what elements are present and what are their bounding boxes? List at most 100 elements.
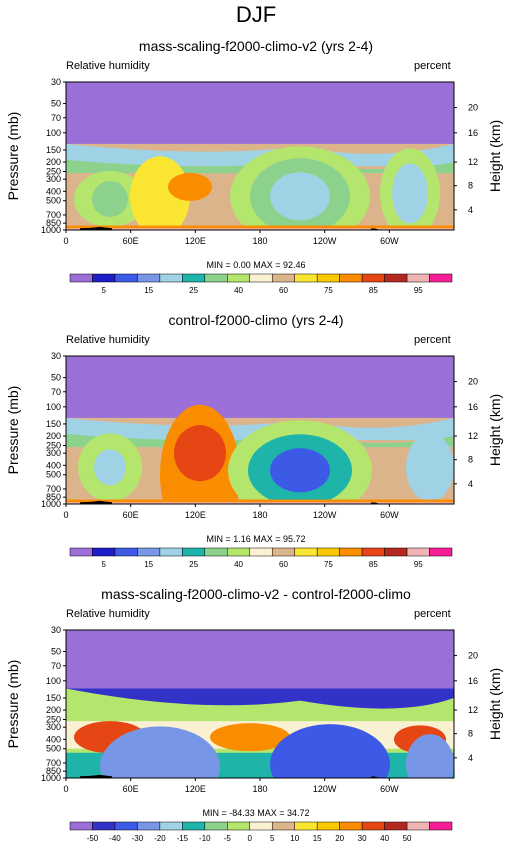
colorbar-swatch — [271, 547, 295, 557]
y-tick-label: 300 — [46, 174, 61, 184]
colorbar-swatch — [429, 821, 453, 831]
colorbar-swatch — [69, 547, 93, 557]
colorbar-swatch — [204, 273, 228, 283]
colorbar-swatch — [406, 821, 430, 831]
colorbar-swatch — [271, 273, 295, 283]
y-tick-label: 400 — [46, 734, 61, 744]
panel-1: mass-scaling-f2000-climo-v2 (yrs 2-4) Rel… — [0, 38, 512, 308]
x-tick-label: 120E — [185, 236, 206, 246]
y-tick-label: 400 — [46, 186, 61, 196]
x-tick-label: 120E — [185, 510, 206, 520]
colorbar-swatch — [69, 821, 93, 831]
colorbar-swatch — [69, 273, 93, 283]
colorbar-label: 5 — [101, 560, 106, 569]
colorbar-swatch — [227, 821, 251, 831]
topography-mask — [80, 500, 112, 504]
colorbar-swatch — [159, 821, 183, 831]
x-tick-label: 0 — [63, 236, 68, 246]
colorbar-swatch — [137, 273, 161, 283]
y-tick-label: 150 — [46, 419, 61, 429]
y-axis-label: Pressure (mb) — [5, 660, 21, 749]
x-tick-label: 60W — [380, 510, 399, 520]
colorbar-swatch — [406, 273, 430, 283]
fill-surface-moist — [66, 228, 454, 230]
fill-upper-strong-negative — [66, 688, 454, 709]
fill-dry-upper — [66, 356, 454, 418]
x-tick-label: 60E — [123, 236, 139, 246]
colorbar-label: 60 — [279, 286, 288, 295]
contour-plot: 3050701001502002503004005007008501000201… — [5, 625, 503, 843]
colorbar-swatch — [114, 547, 138, 557]
panel-title: mass-scaling-f2000-climo-v2 (yrs 2-4) — [138, 38, 374, 54]
fill-boundary-layer — [66, 225, 454, 230]
y-tick-label: 700 — [46, 210, 61, 220]
topography-mask — [80, 774, 112, 778]
colorbar-swatch — [339, 547, 363, 557]
fill-boundary-layer — [66, 499, 454, 504]
y-right-tick-label: 20 — [468, 377, 478, 387]
colorbar-swatch — [114, 273, 138, 283]
contour-plot: 3050701001502002503004005007008501000201… — [5, 77, 503, 295]
y-tick-label: 1000 — [41, 499, 61, 509]
colorbar-label: -50 — [87, 834, 99, 843]
fill-surface-moist — [66, 502, 454, 504]
y-right-tick-label: 4 — [468, 479, 473, 489]
dry-core-central — [270, 172, 330, 221]
colorbar-label: 40 — [380, 834, 389, 843]
colorbar-swatch — [92, 821, 116, 831]
variable-label: Relative humidity — [66, 334, 150, 346]
variable-label: Relative humidity — [66, 608, 150, 620]
y-tick-label: 700 — [46, 758, 61, 768]
y-right-tick-label: 12 — [468, 157, 478, 167]
dry-core-east — [406, 433, 454, 502]
variable-label: Relative humidity — [66, 60, 150, 72]
y-tick-label: 250 — [46, 166, 61, 176]
colorbar-label: -20 — [154, 834, 166, 843]
colorbar-swatch — [361, 821, 385, 831]
y-tick-label: 30 — [51, 625, 61, 635]
moist-region-120E — [130, 156, 190, 230]
y-tick-label: 100 — [46, 402, 61, 412]
units-label: percent — [414, 60, 451, 72]
colorbar-label: -30 — [132, 834, 144, 843]
contour-fills — [66, 630, 454, 778]
y-tick-label: 100 — [46, 128, 61, 138]
colorbar-label: 10 — [290, 834, 299, 843]
moist-core-120E — [174, 425, 226, 482]
y-right-tick-label: 8 — [468, 455, 473, 465]
y-right-tick-label: 4 — [468, 753, 473, 763]
colorbar-swatch — [249, 821, 273, 831]
y-tick-label: 850 — [46, 766, 61, 776]
colorbar-swatch — [182, 547, 206, 557]
colorbar-swatch — [361, 547, 385, 557]
colorbar-swatch — [137, 547, 161, 557]
y-tick-label: 500 — [46, 470, 61, 480]
dry-core-west — [92, 181, 128, 218]
colorbar-swatch — [249, 547, 273, 557]
colorbar-label: 15 — [313, 834, 322, 843]
y-tick-label: 500 — [46, 196, 61, 206]
colorbar-label: 75 — [324, 286, 333, 295]
y-tick-label: 30 — [51, 351, 61, 361]
y-axis-label: Pressure (mb) — [5, 386, 21, 475]
colorbar-swatch — [316, 547, 340, 557]
colorbar-label: 15 — [144, 286, 153, 295]
y-tick-label: 70 — [51, 661, 61, 671]
y-tick-label: 70 — [51, 387, 61, 397]
y-tick-label: 50 — [51, 647, 61, 657]
y-tick-label: 700 — [46, 484, 61, 494]
x-tick-label: 120E — [185, 784, 206, 794]
colorbar-swatch — [294, 273, 318, 283]
colorbar-label: 0 — [248, 834, 253, 843]
moist-core-120E — [168, 172, 212, 201]
x-tick-label: 180 — [252, 784, 267, 794]
y-right-tick-label: 16 — [468, 128, 478, 138]
y-right-tick-label: 20 — [468, 103, 478, 113]
panel-3: mass-scaling-f2000-climo-v2 - control-f2… — [0, 586, 512, 856]
positive-core-central — [210, 723, 290, 752]
x-tick-label: 180 — [252, 236, 267, 246]
x-tick-label: 60W — [380, 236, 399, 246]
y-tick-label: 1000 — [41, 773, 61, 783]
colorbar-swatch — [294, 547, 318, 557]
colorbar-swatch — [339, 821, 363, 831]
